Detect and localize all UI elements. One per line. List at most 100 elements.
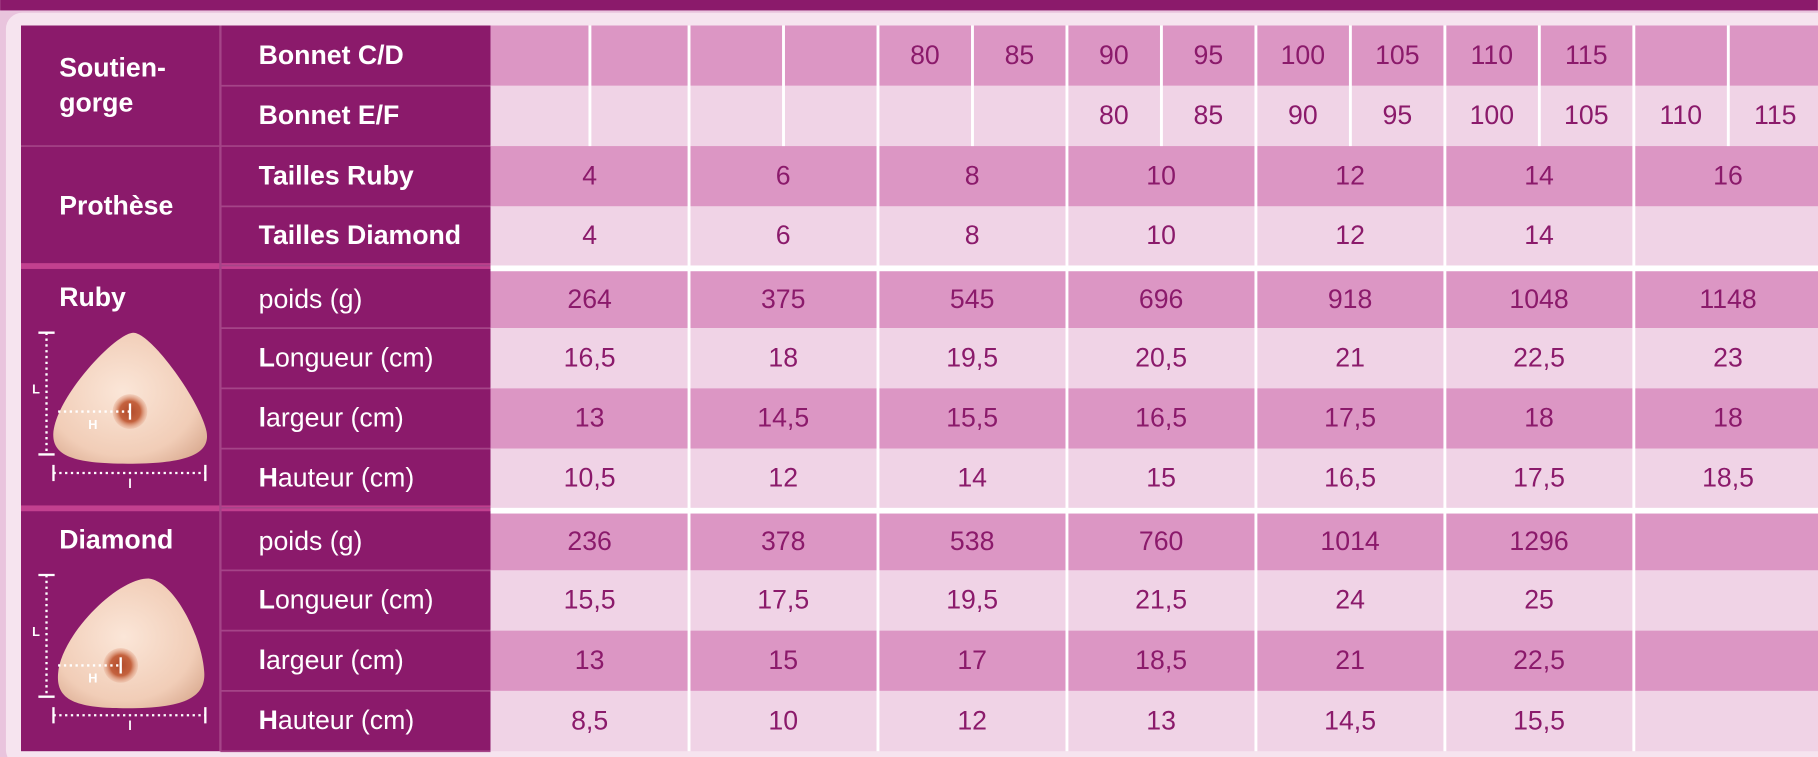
- cell-value: 1148: [1699, 284, 1756, 314]
- diagram-label: H: [88, 417, 97, 432]
- cell-value: 15,5: [564, 585, 616, 615]
- cell-value: 8,5: [571, 705, 608, 735]
- cell-value: 105: [1375, 40, 1419, 70]
- cell-value: 14: [1524, 220, 1554, 250]
- cell-value: 24: [1335, 585, 1365, 615]
- row-label: Tailles Diamond: [259, 220, 461, 250]
- cell-value: 85: [1194, 100, 1224, 130]
- row-label-rest: auteur (cm): [278, 705, 414, 735]
- cell-value: 13: [575, 403, 605, 433]
- cell-value: 16,5: [564, 342, 616, 372]
- cell-value: 15: [1146, 462, 1176, 492]
- cell-value: 19,5: [946, 585, 998, 615]
- cell-value: 95: [1383, 100, 1413, 130]
- cell-value: 19,5: [946, 342, 998, 372]
- cell-value: 375: [761, 284, 805, 314]
- cell-value: 545: [950, 284, 994, 314]
- cell-value: 236: [567, 526, 611, 556]
- product-name: Ruby: [59, 282, 126, 312]
- cell-value: 18: [1713, 403, 1743, 433]
- cell-value: 17: [957, 645, 987, 675]
- cell-value: 8: [965, 220, 980, 250]
- cell-value: 14: [1524, 160, 1554, 190]
- cell-value: 538: [950, 526, 994, 556]
- cell-value: 918: [1328, 284, 1372, 314]
- top-band: [0, 0, 1818, 10]
- cell-value: 110: [1471, 40, 1514, 70]
- column-divider: [688, 26, 691, 752]
- row-label-rest: ongueur (cm): [275, 342, 434, 372]
- cell-value: 15,5: [1513, 705, 1565, 735]
- cell-value: 8: [965, 160, 980, 190]
- cell-value: 6: [776, 220, 791, 250]
- cell-value: 80: [1099, 100, 1129, 130]
- cell-value: 18,5: [1135, 645, 1187, 675]
- cell-value: 378: [761, 526, 805, 556]
- cell-value: 23: [1713, 342, 1743, 372]
- diagram-label: l: [128, 476, 132, 491]
- row-label-initial: L: [259, 342, 275, 372]
- diagram-label: L: [32, 381, 40, 396]
- row-label: Bonnet C/D: [259, 40, 404, 70]
- row-label: poids (g): [259, 284, 363, 314]
- cell-value: 16,5: [1135, 403, 1187, 433]
- row-label: Bonnet E/F: [259, 100, 400, 130]
- cell-value: 90: [1288, 100, 1318, 130]
- cell-value: 22,5: [1513, 342, 1565, 372]
- row-label: Hauteur (cm): [259, 705, 415, 735]
- cell-value: 16: [1713, 160, 1743, 190]
- cell-value: 90: [1099, 40, 1129, 70]
- row-label-rest: ongueur (cm): [275, 585, 434, 615]
- cell-value: 110: [1660, 100, 1703, 130]
- row-label-initial: L: [259, 585, 275, 615]
- cell-value: 13: [1146, 705, 1176, 735]
- cell-value: 10: [1146, 220, 1176, 250]
- half-divider: [1349, 26, 1352, 147]
- diagram-label: L: [32, 624, 40, 639]
- row-label-initial: H: [259, 705, 278, 735]
- cell-value: 17,5: [1324, 403, 1376, 433]
- cell-value: 18: [1524, 403, 1554, 433]
- group-label: Prothèse: [59, 191, 173, 221]
- cell-value: 1296: [1509, 526, 1568, 556]
- product-name: Diamond: [59, 524, 173, 554]
- column-divider: [1254, 26, 1257, 752]
- cell-value: 264: [567, 284, 612, 314]
- diagram-label: l: [128, 718, 132, 733]
- cell-value: 20,5: [1135, 342, 1187, 372]
- row-label: Longueur (cm): [259, 342, 434, 372]
- cell-value: 10,5: [564, 462, 616, 492]
- cell-value: 80: [910, 40, 940, 70]
- cell-value: 6: [776, 160, 791, 190]
- row-label: Tailles Ruby: [259, 160, 414, 190]
- half-divider: [1538, 26, 1541, 147]
- cell-value: 12: [768, 462, 798, 492]
- cell-value: 85: [1005, 40, 1035, 70]
- row-label-initial: l: [259, 645, 266, 675]
- cell-value: 12: [957, 705, 987, 735]
- cell-value: 95: [1194, 40, 1224, 70]
- row-label: Hauteur (cm): [259, 462, 415, 492]
- cell-value: 15,5: [946, 403, 998, 433]
- diagram-label: H: [88, 671, 97, 686]
- cell-value: 25: [1524, 585, 1554, 615]
- column-divider: [1443, 26, 1446, 752]
- cell-value: 4: [582, 220, 597, 250]
- cell-value: 17,5: [1513, 462, 1565, 492]
- row-label: largeur (cm): [259, 645, 404, 675]
- cell-value: 10: [768, 705, 798, 735]
- cell-value: 1048: [1509, 284, 1568, 314]
- row-label: poids (g): [259, 526, 363, 556]
- cell-value: 12: [1335, 160, 1365, 190]
- half-divider: [1727, 26, 1730, 147]
- column-divider: [1066, 26, 1069, 752]
- cell-value: 15: [768, 645, 798, 675]
- cell-value: 21: [1335, 342, 1365, 372]
- cell-value: 115: [1565, 40, 1608, 70]
- cell-value: 13: [575, 645, 605, 675]
- cell-value: 115: [1754, 100, 1797, 130]
- column-divider: [1632, 26, 1635, 752]
- cell-value: 14,5: [757, 403, 809, 433]
- row-label: Longueur (cm): [259, 585, 434, 615]
- group-label: gorge: [59, 87, 133, 117]
